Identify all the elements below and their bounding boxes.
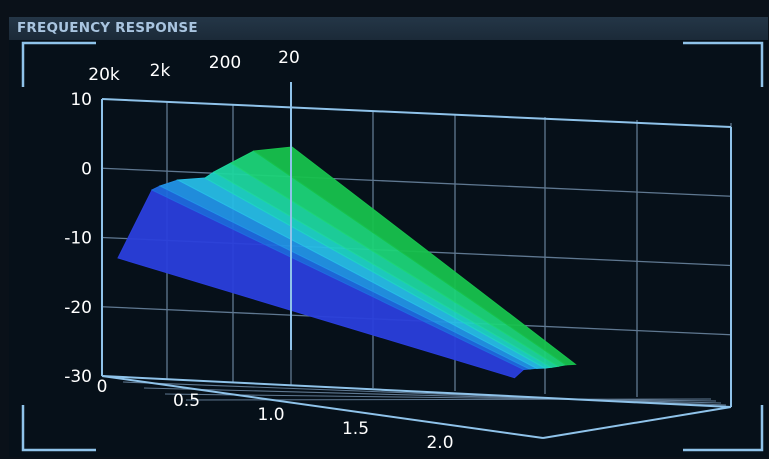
frame-edge — [542, 406, 732, 439]
frequency-tick-label: 20k — [88, 65, 120, 85]
grid-line — [101, 167, 732, 197]
frequency-tick-label: 20 — [278, 48, 300, 68]
chart-title: FREQUENCY RESPONSE — [17, 20, 198, 36]
surface-layer — [117, 146, 577, 379]
frequency-tick-label: 2k — [150, 61, 171, 81]
frame-edge — [101, 375, 544, 439]
surface-slice — [252, 146, 577, 366]
y-tick-label: -10 — [64, 229, 92, 249]
corner-bracket-top-right — [683, 41, 764, 87]
x-tick-label: 1.0 — [257, 405, 284, 425]
corner-bracket-bottom-left — [21, 405, 96, 452]
y-tick-label: 10 — [70, 90, 92, 110]
grid-line — [143, 387, 722, 404]
x-tick-label: 1.5 — [342, 419, 369, 439]
corner-bracket-bottom-right — [683, 405, 764, 452]
frame-edge — [101, 98, 732, 128]
x-tick-label: 0 — [97, 377, 108, 397]
frame-layer — [101, 82, 732, 439]
corner-brackets — [21, 41, 764, 452]
frequency-tick-label: 200 — [209, 53, 241, 73]
y-tick-label: -30 — [64, 367, 92, 387]
y-tick-label: 0 — [81, 159, 92, 179]
corner-bracket-top-left — [21, 41, 96, 87]
x-tick-label: 0.5 — [173, 391, 200, 411]
y-tick-label: -20 — [64, 298, 92, 318]
frame-edge — [101, 375, 732, 408]
title-bar — [9, 17, 768, 40]
grid-line — [164, 393, 717, 402]
x-tick-label: 2.0 — [426, 433, 453, 453]
